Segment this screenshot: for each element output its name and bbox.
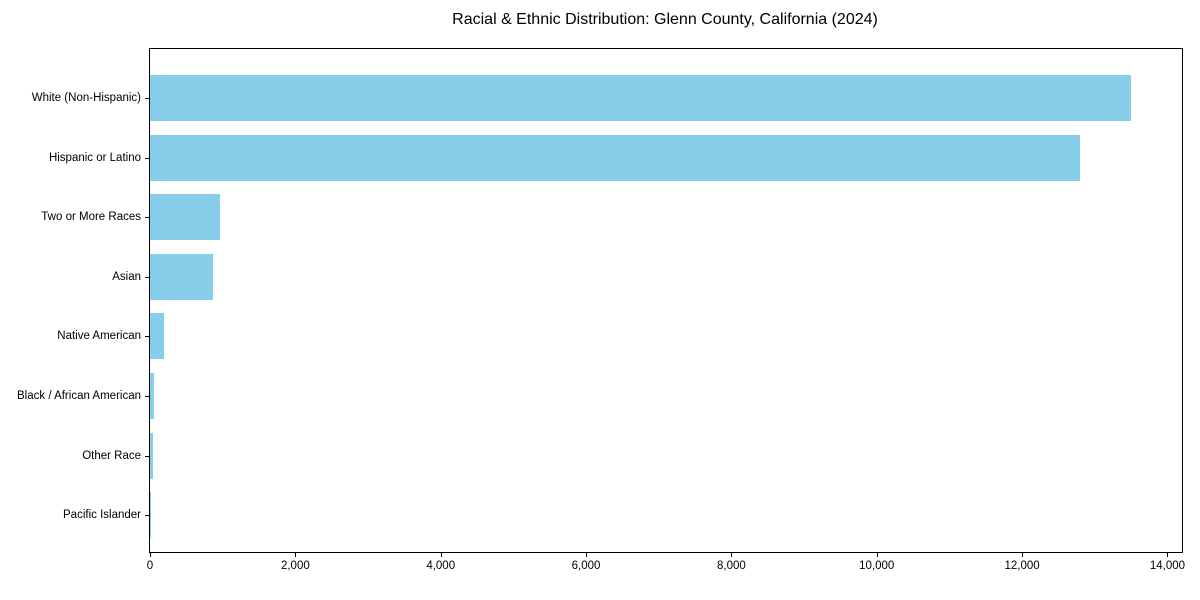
- y-tick-mark: [145, 396, 149, 397]
- y-tick-label: Other Race: [82, 449, 141, 462]
- x-tick-label: 0: [146, 560, 154, 572]
- chart-title: Racial & Ethnic Distribution: Glenn Coun…: [452, 11, 878, 28]
- y-tick-label: Two or More Races: [41, 211, 141, 224]
- y-tick-mark: [145, 455, 149, 457]
- y-tick-mark: [145, 157, 149, 159]
- bar-other-race: [150, 432, 154, 479]
- y-tick-label: Black / African American: [17, 390, 141, 402]
- y-tick-mark: [145, 217, 149, 219]
- bar-pacific-islander: [150, 492, 152, 539]
- x-tick-label: 6,000: [571, 560, 601, 572]
- y-tick-mark: [145, 515, 149, 517]
- x-tick-mark: [440, 553, 442, 557]
- y-tick-label: Pacific Islander: [63, 509, 141, 522]
- y-tick-mark: [145, 336, 149, 338]
- bar-hispanic-or-latino: [150, 134, 1081, 181]
- x-tick-mark: [1167, 553, 1169, 557]
- y-tick-mark: [145, 276, 149, 278]
- x-tick-label: 14,000: [1149, 560, 1186, 572]
- y-tick-label: Hispanic or Latino: [48, 151, 141, 164]
- x-tick-label: 10,000: [859, 560, 895, 572]
- x-tick-mark: [1022, 553, 1024, 557]
- y-tick-label: Asian: [112, 270, 141, 283]
- bar-asian: [150, 253, 213, 300]
- plot-area: White (Non-Hispanic) Hispanic or Latino Tw…: [17, 48, 1185, 572]
- x-tick-label: 8,000: [717, 560, 746, 572]
- bar-native-american: [150, 313, 164, 360]
- bar-black-african-american: [150, 373, 155, 419]
- x-tick-mark: [295, 553, 297, 557]
- x-tick-mark: [150, 553, 151, 557]
- x-tick-label: 12,000: [1004, 560, 1040, 572]
- y-tick-label: White (Non-Hispanic): [31, 92, 141, 104]
- x-tick-label: 4,000: [426, 560, 456, 572]
- y-tick-label: Native American: [57, 330, 141, 343]
- y-tick-mark: [145, 98, 149, 99]
- x-tick-mark: [586, 553, 588, 557]
- x-tick-label: 2,000: [280, 560, 310, 572]
- bar-two-or-more-races: [150, 194, 221, 241]
- x-tick-mark: [876, 553, 878, 557]
- x-tick-mark: [731, 553, 733, 557]
- bar-white-non-hispanic: [150, 75, 1132, 121]
